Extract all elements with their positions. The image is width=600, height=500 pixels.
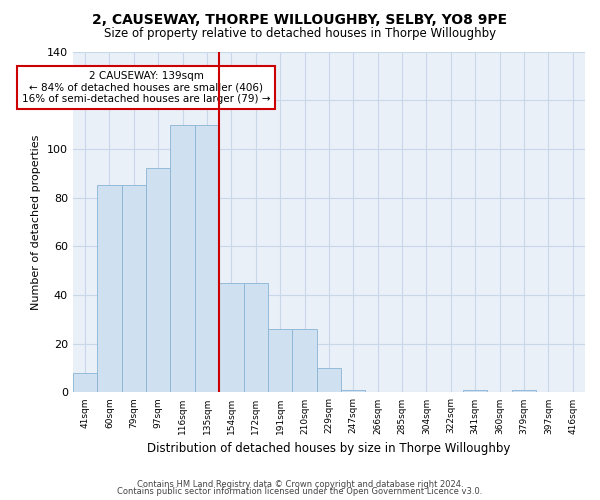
- Bar: [244, 283, 268, 393]
- Bar: [170, 124, 195, 392]
- Bar: [146, 168, 170, 392]
- Bar: [219, 283, 244, 393]
- Text: Size of property relative to detached houses in Thorpe Willoughby: Size of property relative to detached ho…: [104, 28, 496, 40]
- X-axis label: Distribution of detached houses by size in Thorpe Willoughby: Distribution of detached houses by size …: [147, 442, 511, 455]
- Bar: [97, 186, 122, 392]
- Text: Contains public sector information licensed under the Open Government Licence v3: Contains public sector information licen…: [118, 487, 482, 496]
- Text: 2, CAUSEWAY, THORPE WILLOUGHBY, SELBY, YO8 9PE: 2, CAUSEWAY, THORPE WILLOUGHBY, SELBY, Y…: [92, 12, 508, 26]
- Bar: [463, 390, 487, 392]
- Y-axis label: Number of detached properties: Number of detached properties: [31, 134, 41, 310]
- Text: 2 CAUSEWAY: 139sqm
← 84% of detached houses are smaller (406)
16% of semi-detach: 2 CAUSEWAY: 139sqm ← 84% of detached hou…: [22, 71, 270, 104]
- Bar: [341, 390, 365, 392]
- Bar: [512, 390, 536, 392]
- Bar: [268, 329, 292, 392]
- Bar: [317, 368, 341, 392]
- Text: Contains HM Land Registry data © Crown copyright and database right 2024.: Contains HM Land Registry data © Crown c…: [137, 480, 463, 489]
- Bar: [122, 186, 146, 392]
- Bar: [73, 373, 97, 392]
- Bar: [292, 329, 317, 392]
- Bar: [195, 124, 219, 392]
